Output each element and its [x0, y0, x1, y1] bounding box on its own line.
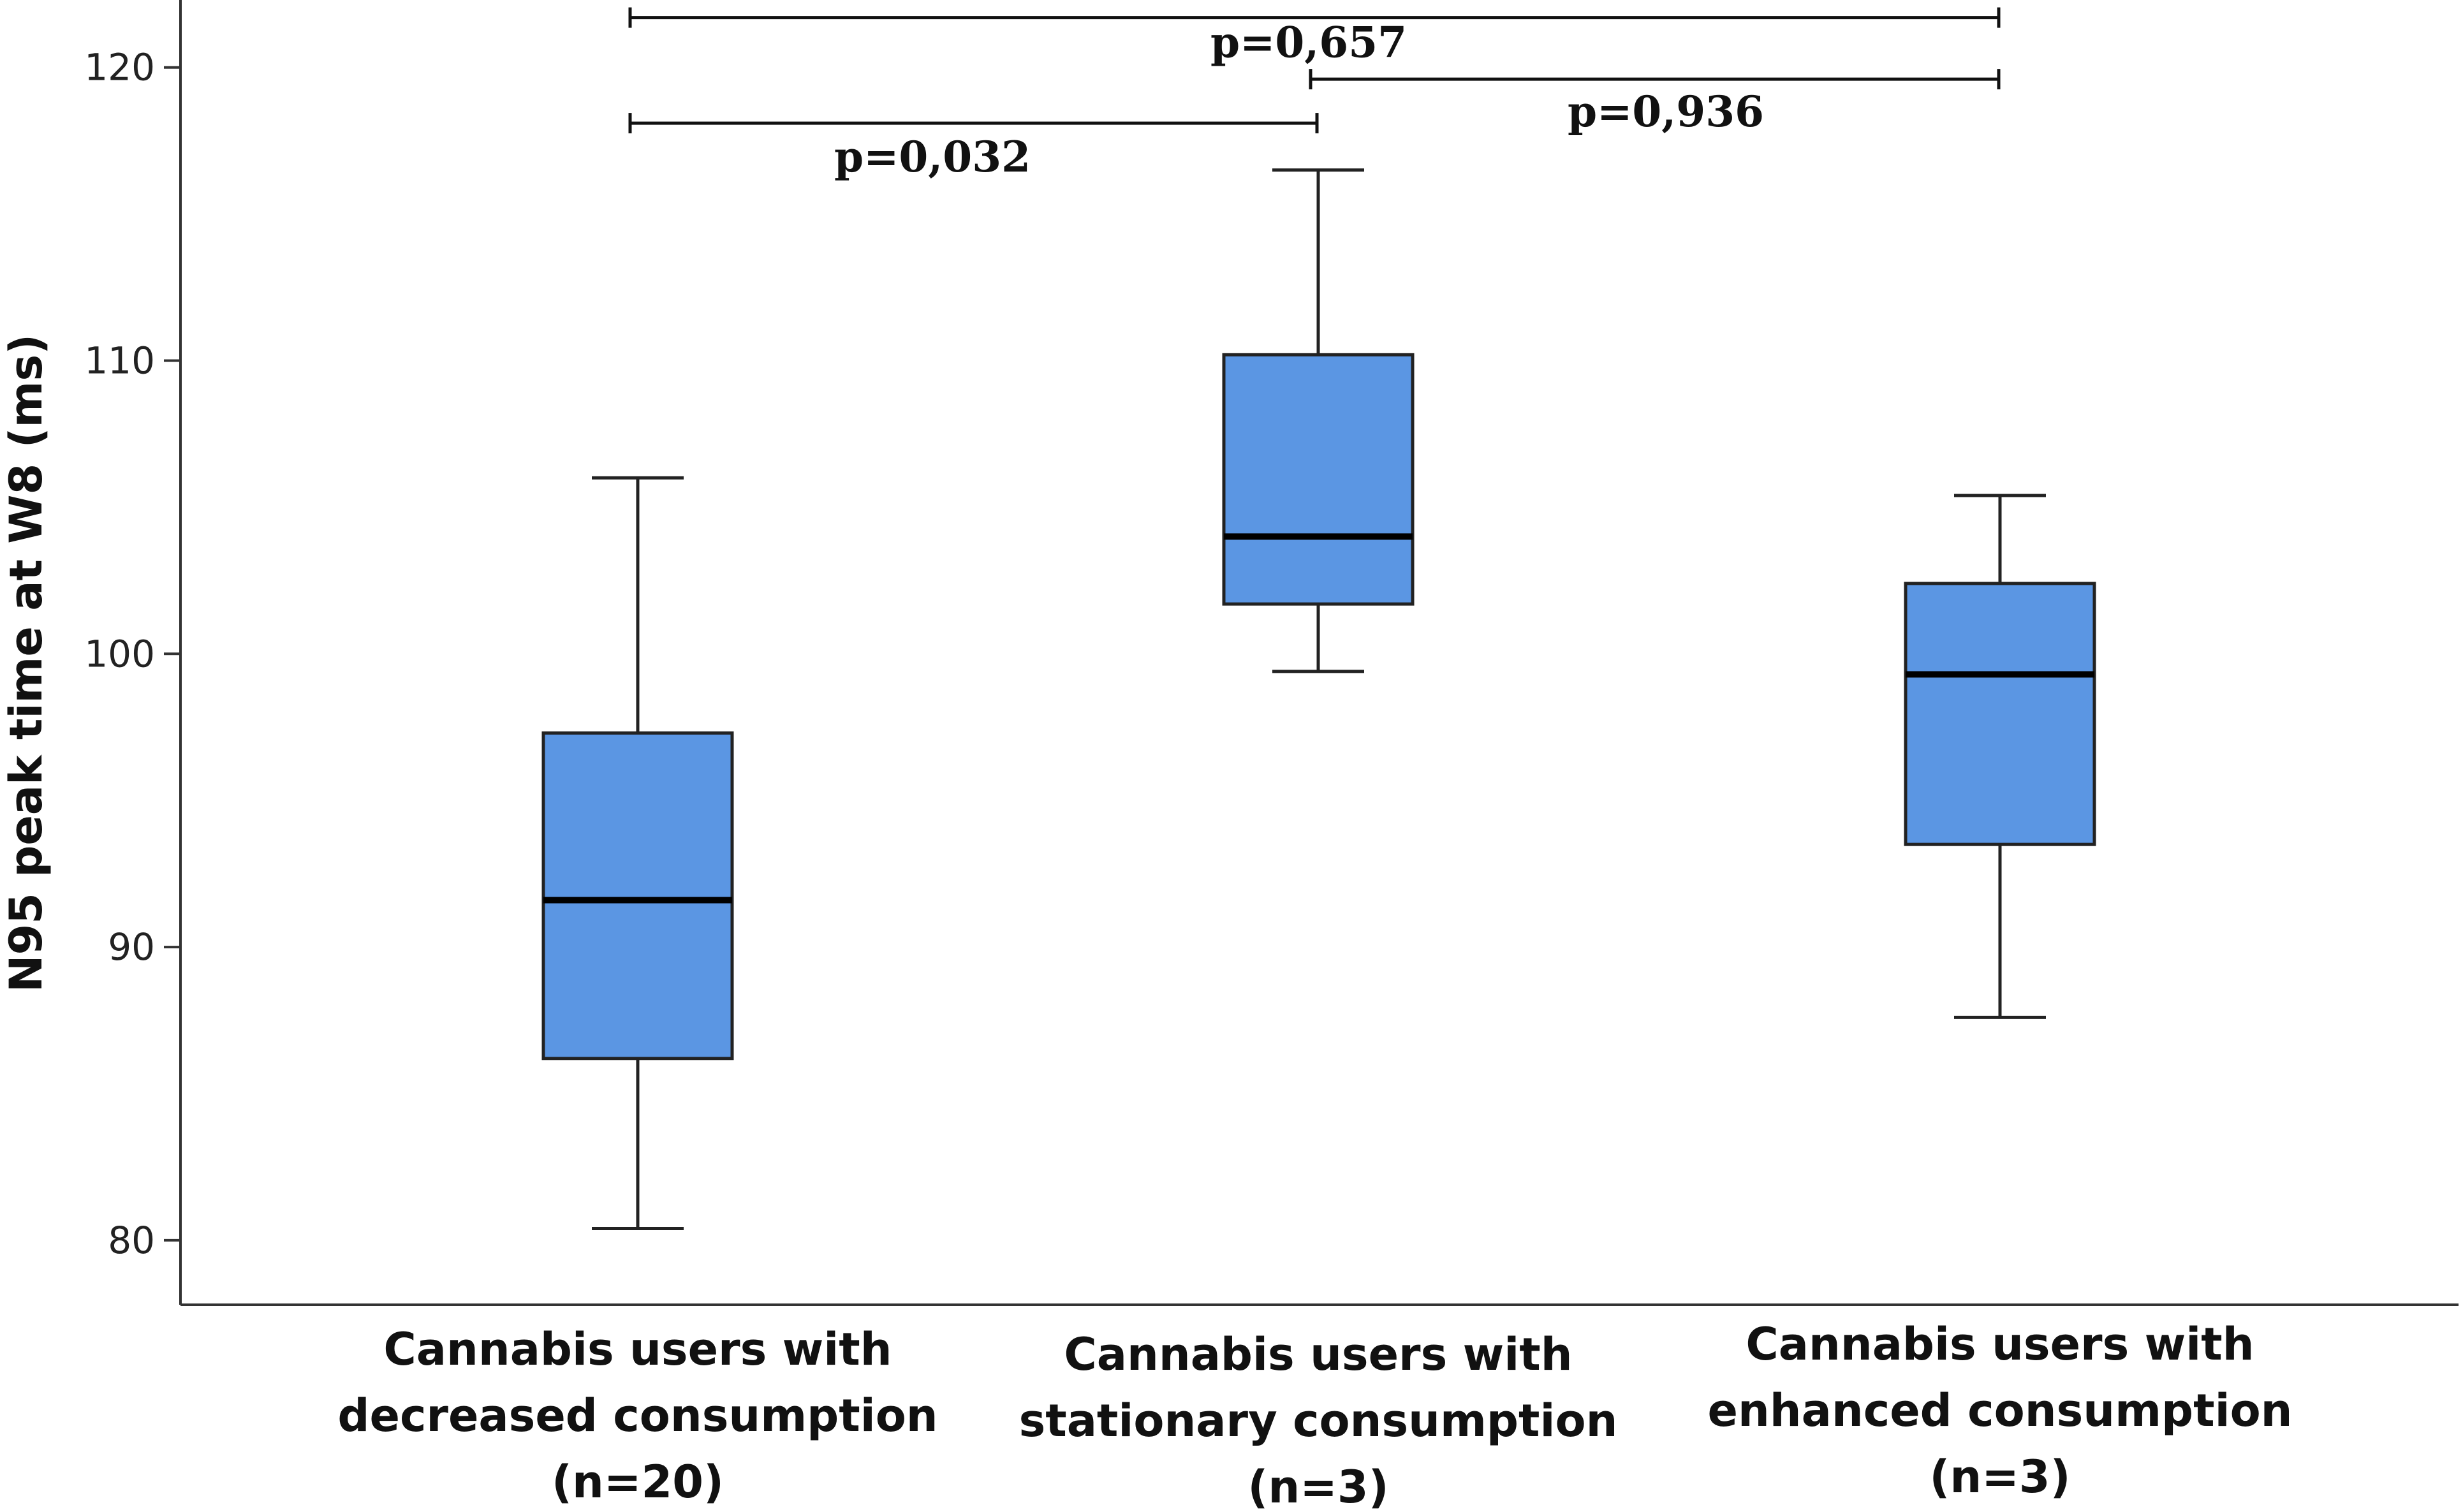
p-value-label: p=0,032	[834, 132, 1031, 182]
y-tick-label: 90	[108, 925, 155, 969]
category-label-line: decreased consumption	[337, 1390, 937, 1442]
y-tick-label: 110	[84, 339, 155, 383]
p-value-label: p=0,936	[1568, 87, 1764, 136]
iqr-box	[1222, 353, 1415, 606]
box-decreased	[541, 476, 734, 1230]
category-label-line: (n=20)	[552, 1456, 724, 1508]
comparison-bracket: p=0,657	[628, 7, 2001, 68]
category-label-line: (n=3)	[1247, 1461, 1388, 1512]
category-label: Cannabis users with enhanced consumption (…	[1707, 1318, 2292, 1503]
box-stationary	[1222, 168, 1415, 673]
y-tick-label: 80	[108, 1219, 155, 1262]
y-ticks-group: 80 90 100 110 120	[84, 46, 180, 1262]
category-labels-group: Cannabis users with decreased consumption…	[337, 1318, 2292, 1512]
comparison-bracket: p=0,032	[628, 113, 1319, 182]
comparison-bracket: p=0,936	[1309, 69, 2001, 136]
box-enhanced	[1904, 494, 2096, 1019]
category-label-line: enhanced consumption	[1707, 1384, 2292, 1437]
category-label-line: Cannabis users with	[383, 1323, 892, 1376]
y-tick-label: 100	[84, 632, 155, 675]
iqr-box	[541, 731, 734, 1061]
category-label-line: (n=3)	[1929, 1451, 2070, 1503]
category-label-line: stationary consumption	[1019, 1395, 1618, 1447]
y-axis-label: N95 peak time at W8 (ms)	[0, 334, 52, 992]
y-tick-label: 120	[84, 46, 155, 89]
p-value-label: p=0,657	[1210, 18, 1407, 68]
boxes-group	[541, 168, 2096, 1230]
axes-group	[179, 0, 2459, 1306]
category-label-line: Cannabis users with	[1064, 1328, 1572, 1381]
category-label: Cannabis users with decreased consumption…	[337, 1323, 937, 1508]
iqr-box	[1904, 582, 2096, 846]
category-label-line: Cannabis users with	[1746, 1318, 2254, 1370]
category-label: Cannabis users with stationary consumptio…	[1019, 1328, 1618, 1512]
comparisons-group: p=0,657 p=0,936 p=0,032	[628, 7, 2001, 182]
